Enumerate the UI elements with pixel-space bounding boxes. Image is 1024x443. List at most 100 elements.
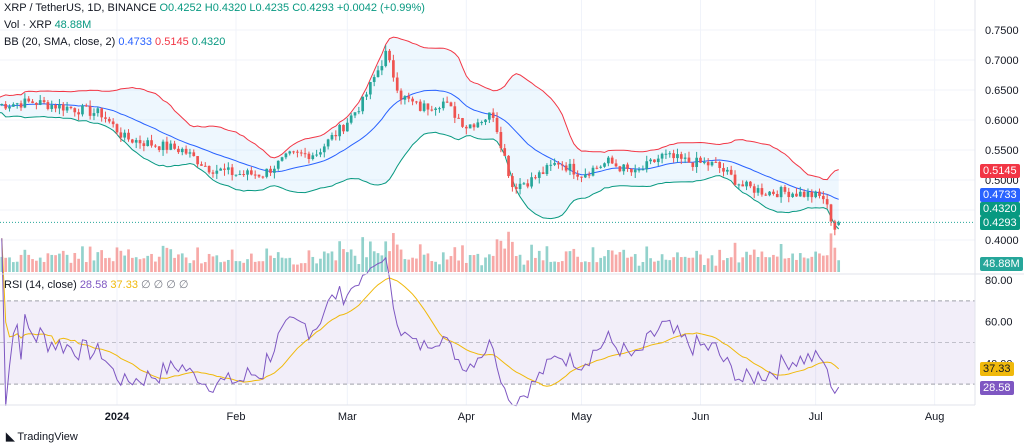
volume-bar [741, 257, 745, 272]
candle-body [403, 96, 407, 100]
candle-body [576, 174, 579, 177]
candle-body [825, 199, 829, 205]
volume-bar [276, 252, 280, 272]
tradingview-logo[interactable]: ◣ TradingView [6, 430, 78, 443]
candle-body [772, 191, 775, 194]
volume-bar [791, 253, 794, 272]
volume-bar [503, 248, 507, 272]
rsi-band-fill [0, 300, 975, 385]
volume-bar [599, 257, 603, 272]
volume-bar [810, 256, 814, 272]
volume-bar [188, 263, 192, 272]
candle-body [821, 195, 825, 200]
volume-bar [798, 253, 802, 272]
volume-bar [326, 253, 330, 272]
volume-bar [802, 257, 806, 272]
volume-bar [349, 249, 353, 272]
volume-bar [825, 255, 829, 272]
ohlc-readout: O0.4252 H0.4320 L0.4235 C0.4293 +0.0042 … [159, 2, 425, 14]
price-tick-label: 0.7000 [985, 55, 1019, 67]
volume-bar [464, 262, 468, 272]
volume-bar [169, 249, 173, 272]
rsi-label: RSI (14, close) [4, 279, 77, 291]
candle-body [319, 152, 322, 155]
volume-bar [430, 261, 434, 272]
candle-body [215, 170, 219, 174]
volume-bar [537, 250, 541, 272]
volume-bar [165, 247, 169, 272]
candle-body [726, 169, 729, 172]
volume-bar [833, 247, 837, 272]
candle-body [653, 159, 656, 163]
candle-body [230, 167, 234, 176]
candle-body [388, 50, 391, 61]
candle-body [180, 148, 184, 153]
candle-body [630, 168, 633, 173]
candle-body [649, 159, 652, 162]
candle-body [641, 169, 645, 171]
candle-body [219, 168, 222, 171]
rsi-tick-label: 60.00 [985, 317, 1013, 329]
volume-bar [583, 261, 587, 272]
volume-bar [203, 262, 207, 272]
candle-body [269, 168, 272, 173]
volume-bar [15, 261, 19, 272]
volume-bar [768, 257, 771, 272]
candle-body [238, 174, 242, 176]
candle-body [250, 170, 253, 175]
candle-body [449, 102, 453, 107]
volume-bar [280, 257, 284, 272]
volume-bar [303, 263, 307, 272]
bb-lower-value: 0.4320 [191, 36, 226, 48]
candle-body [242, 174, 246, 176]
volume-bar [54, 255, 57, 272]
volume-bar [511, 241, 514, 272]
volume-bar [649, 258, 652, 272]
volume-bar [234, 261, 238, 272]
volume-bar [749, 254, 752, 272]
candle-body [177, 148, 180, 153]
volume-bar [345, 252, 349, 272]
rsi-ma-tag: 37.33 [980, 362, 1014, 376]
volume-bar [806, 258, 810, 272]
volume-bar [821, 255, 825, 272]
candle-body [296, 151, 299, 153]
candle-body [380, 66, 384, 71]
volume-bar [242, 262, 246, 272]
volume-bar [507, 231, 510, 272]
volume-bar [837, 260, 841, 272]
candle-body [326, 139, 330, 147]
candle-body [438, 108, 441, 110]
candle-body [372, 77, 376, 82]
volume-bar [223, 261, 226, 272]
volume-bar [342, 249, 345, 272]
candle-body [461, 118, 464, 127]
candle-body [530, 177, 533, 187]
candle-body [192, 152, 196, 157]
volume-bar [0, 256, 4, 272]
bb-upper-line [0, 36, 839, 181]
candle-body [699, 157, 702, 163]
candle-body [491, 112, 495, 118]
candle-body [626, 164, 629, 169]
time-tick-label: Mar [338, 411, 357, 423]
candle-body [664, 153, 668, 155]
upper-band-tag: 0.5145 [980, 164, 1020, 178]
candle-body [4, 104, 8, 109]
candle-body [131, 139, 134, 143]
volume-bar [146, 255, 150, 272]
candle-body [710, 161, 714, 166]
candle-body [376, 70, 380, 78]
candle-body [0, 104, 4, 106]
candle-body [161, 141, 165, 151]
candle-body [96, 108, 100, 114]
candle-body [537, 172, 541, 178]
candle-body [802, 191, 806, 197]
candle-body [15, 103, 19, 105]
volume-bar [111, 261, 115, 272]
candle-body [292, 151, 295, 153]
volume-bar [238, 261, 242, 272]
candle-body [411, 98, 414, 102]
volume-bar [591, 247, 595, 272]
